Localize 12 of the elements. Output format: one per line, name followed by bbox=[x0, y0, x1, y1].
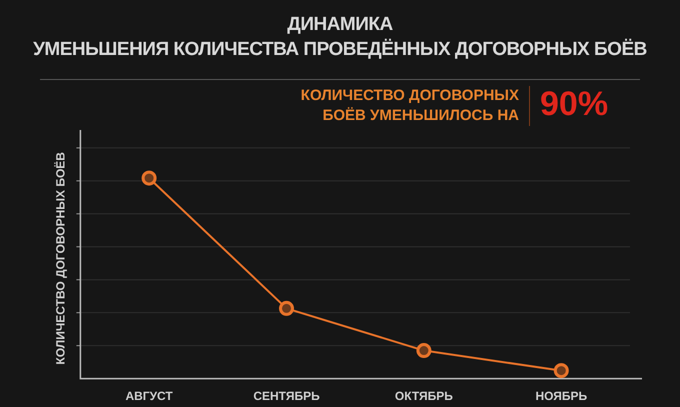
x-tick-label: НОЯБРЬ bbox=[535, 389, 588, 404]
point bbox=[142, 170, 157, 186]
x-tick-label: АВГУСТ bbox=[125, 389, 174, 404]
y-axis-title: КОЛИЧЕСТВО ДОГОВОРНЫХ БОЁВ bbox=[54, 152, 68, 365]
point bbox=[279, 300, 294, 316]
point bbox=[554, 363, 569, 378]
x-tick-label: СЕНТЯБРЬ bbox=[253, 389, 320, 404]
point bbox=[416, 343, 432, 358]
x-tick-label: ОКТЯБРЬ bbox=[394, 389, 454, 404]
text: 90% bbox=[540, 84, 608, 124]
chart-title: ДИНАМИКА УМЕНЬШЕНИЯ КОЛИЧЕСТВА ПРОВЕДЁННЫХ ДОГОВОРНЫХ БОЁВ bbox=[32, 13, 648, 62]
text: КОЛИЧЕСТВО ДОГОВОРНЫХ БОЁВ УМЕНЬШИЛОСЬ НА bbox=[300, 86, 530, 126]
